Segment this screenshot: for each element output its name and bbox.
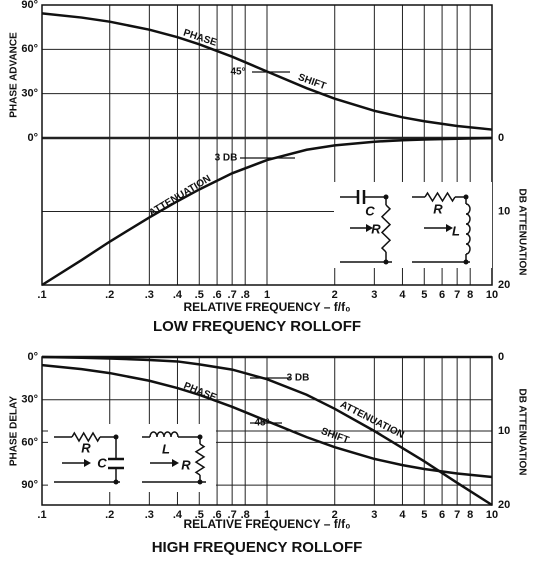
x-tick-label: .1 [37,289,46,301]
inset-label: R [433,201,443,216]
y-tick-label: 60° [21,43,38,55]
circuit [356,190,366,204]
arrow-head [366,224,373,232]
inset-label: L [452,223,460,238]
x-tick-label: .7 [228,289,237,301]
annotation: 3 DB [287,373,310,384]
x-tick-label: 10 [486,289,498,301]
data-line [41,355,493,507]
inset-label: R [181,457,191,472]
x-tick-label: .8 [241,509,250,521]
circuit [194,443,206,476]
data-line [41,136,493,287]
node [383,259,389,265]
chart-title: HIGH FREQUENCY ROLLOFF [152,539,363,556]
y2-tick-label: 0 [498,132,504,144]
inset-label: C [97,455,107,470]
inset-label: L [162,441,170,456]
node [113,479,119,485]
x-tick-label: .2 [105,509,114,521]
data-line [41,363,493,479]
y2-tick-label: 20 [498,279,510,291]
x-tick-label: 10 [486,509,498,521]
x-tick-label: .4 [173,289,183,301]
annotation: 45° [230,67,245,78]
node [463,194,469,200]
x-tick-label: 5 [421,289,427,301]
x-tick-label: 6 [439,289,445,301]
annotation: ATTENUATION [147,173,213,219]
inset-label: C [365,203,375,218]
x-tick-label: .5 [195,289,204,301]
x-tick-label: 3 [371,289,377,301]
circuit [465,203,471,255]
y-axis-label: PHASE ADVANCE [9,32,20,118]
annotation: PHASE [182,381,218,404]
x-tick-label: 2 [332,289,338,301]
y2-tick-label: 0 [498,351,504,363]
y2-axis-label: DB ATTENUATION [516,388,527,475]
x-tick-label: .7 [228,509,237,521]
inset-label: R [371,221,381,236]
plot-frame [41,4,493,286]
x-tick-label: 3 [371,509,377,521]
y-tick-label: 0° [27,132,38,144]
x-tick-label: .3 [145,289,154,301]
x-tick-label: 4 [399,289,406,301]
arrow-head [84,459,91,467]
y-tick-label: 0° [27,351,38,363]
x-tick-label: .8 [241,289,250,301]
x-tick-label: 6 [439,509,445,521]
x-tick-label: 7 [454,509,460,521]
x-tick-label: 4 [399,509,406,521]
plot-frame [41,356,493,506]
y2-tick-label: 10 [498,425,510,437]
y-tick-label: 30° [21,394,38,406]
node [113,434,119,440]
y-tick-label: 30° [21,88,38,100]
x-tick-label: .6 [212,509,221,521]
chart-title: LOW FREQUENCY ROLLOFF [153,318,361,335]
x-tick-label: .1 [37,509,46,521]
node [463,259,469,265]
x-tick-label: 5 [421,509,427,521]
y2-axis-label: DB ATTENUATION [516,188,527,275]
y-tick-label: 90° [21,0,38,11]
node [197,434,203,440]
annotation: 3 DB [215,153,238,164]
node [197,479,203,485]
circuit [380,204,392,253]
node [383,194,389,200]
x-tick-label: .6 [212,289,221,301]
x-tick-label: 8 [467,509,473,521]
inset-label: R [81,440,91,455]
x-tick-label: 2 [332,509,338,521]
x-tick-label: 1 [264,289,270,301]
circuit [108,457,124,470]
x-tick-label: 1 [264,509,270,521]
x-tick-label: .5 [195,509,204,521]
circuit [149,431,179,438]
y-tick-label: 60° [21,436,38,448]
x-tick-label: 7 [454,289,460,301]
y2-tick-label: 10 [498,205,510,217]
x-axis-label: RELATIVE FREQUENCY – f/f₀ [184,517,351,531]
x-tick-label: .3 [145,509,154,521]
circuit [424,191,456,203]
x-tick-label: .4 [173,509,183,521]
circuit [71,431,101,443]
x-tick-label: .2 [105,289,114,301]
arrow-head [446,224,453,232]
y2-tick-label: 20 [498,499,510,511]
x-tick-label: 8 [467,289,473,301]
y-tick-label: 90° [21,479,38,491]
x-axis-label: RELATIVE FREQUENCY – f/f₀ [184,300,351,314]
arrow-head [172,459,179,467]
y-axis-label: PHASE DELAY [9,396,20,467]
